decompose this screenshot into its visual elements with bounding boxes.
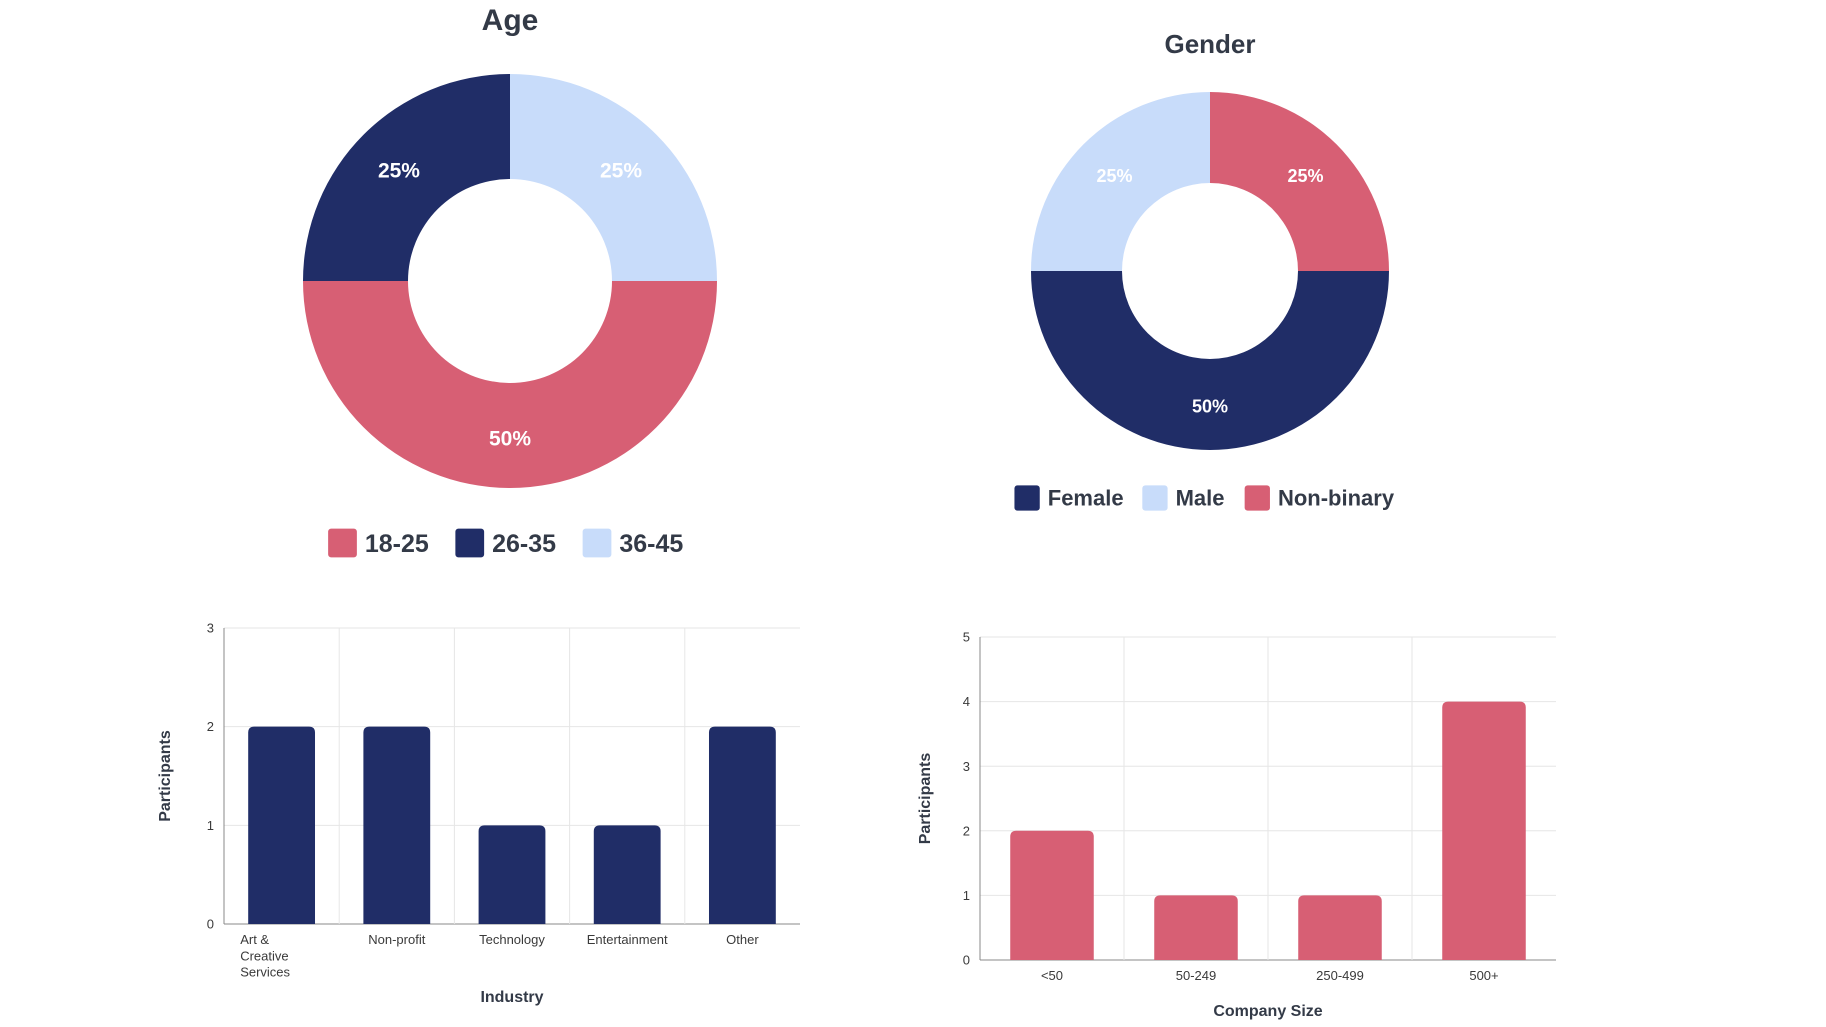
slice-36-45 [510,74,717,281]
x-tick-label-art-creative-services: Art & Creative Services [240,932,290,980]
legend-swatch-18-25 [328,528,357,558]
y-tick-label: 2 [207,719,214,734]
legend-swatch-26-35 [455,528,485,558]
x-tick-label-entertainment: Entertainment [587,932,668,947]
age-chart-panel: Age 25% 50% 25% 18-25 26-35 36-45 [250,0,770,560]
slice-label-36-45: 25% [600,159,642,182]
industry-bar-chart: 0 1 2 3 Art & Creative Services Non-profit Techn… [157,621,800,1006]
slice-female [1031,271,1389,450]
legend-label-18-25: 18-25 [365,530,429,558]
slice-18-25 [303,281,717,488]
age-donut-chart: Age 25% 50% 25% 18-25 26-35 36-45 [303,4,717,558]
x-tick-label-50-249: 50-249 [1176,968,1216,983]
legend-label-non-binary: Non-binary [1278,486,1395,511]
slice-label-26-35: 25% [378,159,420,182]
bar-entertainment [593,825,661,924]
bar-non-profit [363,726,431,924]
legend-swatch-male [1142,485,1168,511]
slice-non-binary [1210,92,1389,271]
slice-label-18-25: 50% [489,427,531,450]
y-axis-title: Participants [917,753,934,845]
chart-title: Age [482,4,539,37]
chart-title: Gender [1164,29,1255,59]
legend-swatch-36-45 [582,528,612,558]
slice-label-female: 50% [1192,396,1228,416]
x-tick-label-non-profit: Non-profit [368,932,425,947]
bar-other [708,726,776,924]
y-axis-title: Participants [157,730,174,822]
bar-500 [1442,701,1526,960]
legend-label-female: Female [1048,486,1124,511]
bar-50-249 [1154,895,1238,960]
y-tick-label: 3 [963,759,970,774]
industry-chart-panel: 0 1 2 3 Art & Creative Services Non-profit Techn… [140,610,820,1020]
y-tick-label: 2 [963,823,970,838]
y-tick-label: 1 [963,888,970,903]
legend-label-26-35: 26-35 [492,530,556,558]
company-size-bar-chart: 0 1 2 3 4 5 <50 50-249 250-499 500+ Company Size Pa… [917,630,1556,1020]
gender-chart-panel: Gender 25% 50% 25% Female Male Non-binary [960,20,1440,520]
y-tick-label: 0 [963,953,970,968]
x-tick-label-technology: Technology [479,932,545,947]
legend-swatch-female [1014,485,1040,511]
slice-label-male: 25% [1097,166,1133,186]
bar-technology [478,825,546,924]
legend-label-36-45: 36-45 [619,530,683,558]
x-tick-label-other: Other [726,932,759,947]
x-tick-label-500: 500+ [1469,968,1498,983]
y-tick-label: 1 [207,818,214,833]
x-tick-label-250-499: 250-499 [1316,968,1364,983]
company-size-chart-panel: 0 1 2 3 4 5 <50 50-249 250-499 500+ Company Size Pa… [900,620,1580,1020]
y-tick-label: 4 [963,694,970,709]
slice-label-non-binary: 25% [1287,166,1323,186]
y-tick-label: 0 [207,917,214,932]
x-axis-title: Company Size [1213,1003,1322,1020]
bar-50 [1010,830,1094,960]
legend-label-male: Male [1176,486,1225,511]
y-tick-label: 5 [963,630,970,645]
slice-26-35 [303,74,510,281]
slice-male [1031,92,1210,271]
legend-swatch-non-binary [1244,485,1270,511]
bar-art-creative-services [248,726,316,924]
y-tick-label: 3 [207,621,214,636]
x-axis-title: Industry [480,989,543,1006]
x-tick-label-50: <50 [1041,968,1063,983]
bar-250-499 [1298,895,1382,960]
gender-donut-chart: Gender 25% 50% 25% Female Male Non-binary [1014,29,1395,511]
